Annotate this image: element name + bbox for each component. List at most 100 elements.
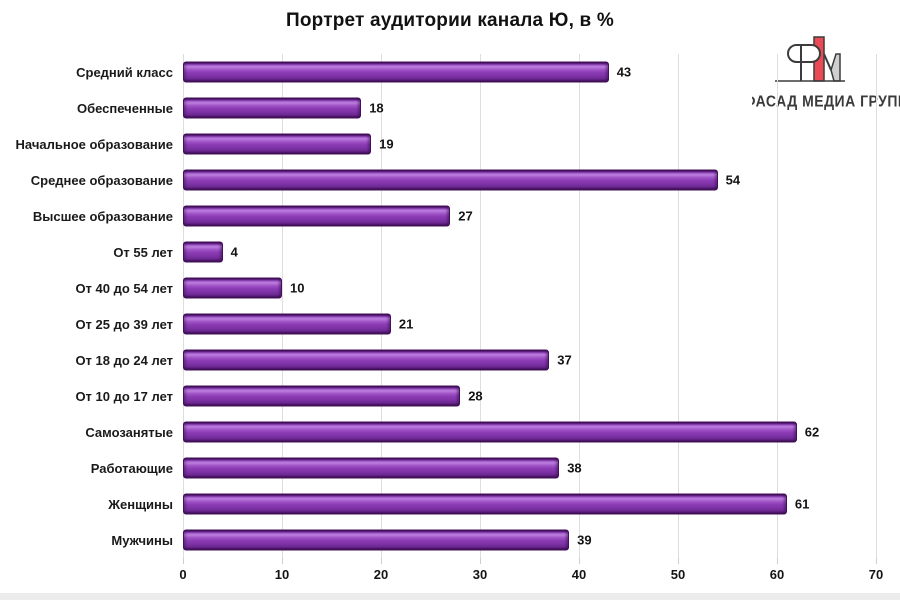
tick-label-20: 20	[373, 567, 389, 582]
bar-row: От 55 лет 4	[0, 234, 876, 270]
bar-row: От 25 до 39 лет 21	[0, 306, 876, 342]
gridline-10	[282, 54, 283, 558]
bar	[183, 385, 461, 407]
gridlines	[183, 54, 877, 558]
bar	[183, 133, 372, 155]
bar-track: 10	[183, 270, 876, 306]
tick-label-40: 40	[571, 567, 587, 582]
bar-row: Обеспеченные 18	[0, 90, 876, 126]
bar-row: Среднее образование 54	[0, 162, 876, 198]
gridline-30	[480, 54, 481, 558]
bar-row: Средний класс 43	[0, 54, 876, 90]
bar-row: От 10 до 17 лет 28	[0, 378, 876, 414]
bar-track: 28	[183, 378, 876, 414]
bar	[183, 493, 787, 515]
gridline-50	[678, 54, 679, 558]
tick-mark-50	[678, 558, 679, 564]
value-label: 37	[557, 352, 572, 368]
category-label: Среднее образование	[30, 172, 173, 188]
category-label: От 55 лет	[113, 244, 173, 260]
bar-row: Начальное образование 19	[0, 126, 876, 162]
bar-row: Мужчины 39	[0, 522, 876, 558]
value-label: 61	[794, 496, 810, 512]
category-label: От 25 до 39 лет	[75, 316, 173, 332]
bar-row: Высшее образование 27	[0, 198, 876, 234]
gridline-70	[876, 54, 877, 558]
value-label: 39	[577, 532, 592, 548]
category-label: Обеспеченные	[76, 100, 173, 116]
bar	[183, 61, 609, 83]
x-axis: 0 10 20 30 40 50 60 70	[179, 558, 883, 588]
bar	[183, 97, 362, 119]
fm-monogram-icon: ФАСАД МЕДИА ГРУПП	[752, 36, 900, 111]
tick-mark-30	[480, 558, 481, 564]
bar	[183, 205, 451, 227]
value-label: 54	[725, 172, 741, 188]
tick-label-60: 60	[769, 567, 785, 582]
bar-row: От 40 до 54 лет 10	[0, 270, 876, 306]
bar	[183, 169, 718, 191]
value-label: 28	[468, 388, 483, 404]
category-label: Работающие	[90, 460, 173, 476]
tick-label-50: 50	[670, 567, 686, 582]
gridline-40	[579, 54, 580, 558]
category-label: Женщины	[108, 496, 173, 512]
tick-label-70: 70	[868, 567, 884, 582]
category-label: Самозанятые	[85, 424, 173, 440]
category-label: Мужчины	[111, 532, 173, 548]
value-label: 4	[230, 244, 238, 260]
bar-track: 39	[183, 522, 876, 558]
value-label: 21	[398, 316, 414, 332]
fasad-media-logo: ФАСАД МЕДИА ГРУПП	[752, 22, 900, 120]
bar-track: 4	[183, 234, 876, 270]
tick-mark-70	[876, 558, 877, 564]
tick-mark-10	[282, 558, 283, 564]
value-label: 27	[458, 208, 473, 224]
value-label: 10	[289, 280, 305, 296]
bar-track: 37	[183, 342, 876, 378]
bar	[183, 241, 223, 263]
bar	[183, 529, 570, 551]
category-label: Средний класс	[76, 64, 173, 80]
value-label: 19	[379, 136, 394, 152]
bar-row: Женщины 61	[0, 486, 876, 522]
value-label: 62	[804, 424, 820, 440]
bar-row: Самозанятые 62	[0, 414, 876, 450]
bar	[183, 349, 550, 371]
value-label: 43	[616, 64, 632, 80]
chart-title: Портрет аудитории канала Ю, в %	[286, 10, 614, 31]
bar-row: От 18 до 24 лет 37	[0, 342, 876, 378]
tick-label-0: 0	[179, 567, 187, 582]
bottom-strip	[0, 593, 900, 600]
bar-track: 21	[183, 306, 876, 342]
tick-mark-0	[183, 558, 184, 564]
bar	[183, 457, 560, 479]
tick-label-10: 10	[274, 567, 290, 582]
bar-track: 62	[183, 414, 876, 450]
bar-row: Работающие 38	[0, 450, 876, 486]
category-label: От 18 до 24 лет	[75, 352, 173, 368]
bar-track: 43	[183, 54, 876, 90]
value-label: 38	[567, 460, 582, 476]
bar-track: 27	[183, 198, 876, 234]
bar-track: 19	[183, 126, 876, 162]
logo-text: ФАСАД МЕДИА ГРУПП	[752, 94, 900, 111]
bar	[183, 277, 282, 299]
bar-track: 18	[183, 90, 876, 126]
category-label: Начальное образование	[15, 136, 173, 152]
tick-mark-20	[381, 558, 382, 564]
tick-mark-40	[579, 558, 580, 564]
tick-label-30: 30	[472, 567, 488, 582]
value-label: 18	[369, 100, 384, 116]
bar	[183, 313, 391, 335]
bar	[183, 421, 797, 443]
bar-track: 54	[183, 162, 876, 198]
tick-mark-60	[777, 558, 778, 564]
gridline-60	[777, 54, 778, 558]
category-label: От 40 до 54 лет	[75, 280, 173, 296]
bar-track: 38	[183, 450, 876, 486]
category-label: Высшее образование	[32, 208, 173, 224]
category-label: От 10 до 17 лет	[75, 388, 173, 404]
gridline-0	[183, 54, 184, 558]
